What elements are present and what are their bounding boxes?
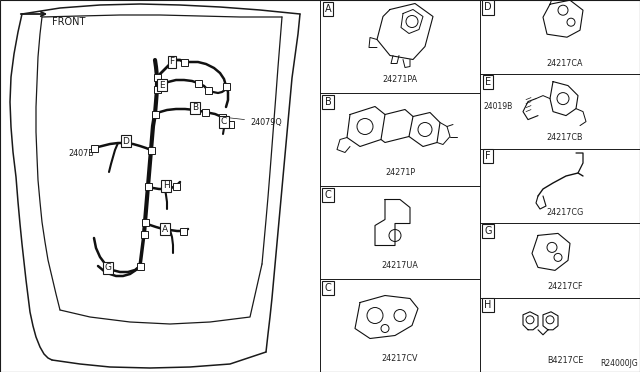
Text: G: G [484,226,492,235]
Bar [180,58,188,65]
Bar [152,110,159,118]
Text: G: G [104,263,111,273]
Text: E: E [159,80,165,90]
Text: 24217CG: 24217CG [547,208,584,217]
Text: FRONT: FRONT [52,17,85,27]
Text: C: C [221,118,227,126]
Bar [154,74,161,80]
Text: H: H [163,182,170,190]
Text: E: E [485,77,491,87]
Bar [154,86,161,93]
Bar [179,228,186,234]
Text: 24217CA: 24217CA [547,59,583,68]
Bar [173,183,179,189]
Text: D: D [484,3,492,12]
Text: B: B [324,97,332,107]
Text: R24000JG: R24000JG [600,359,638,368]
Text: A: A [324,4,332,14]
Bar [136,263,143,269]
Text: F: F [170,58,175,67]
Text: B: B [192,103,198,112]
Text: 24079Q: 24079Q [225,117,282,126]
Text: 24019B: 24019B [484,102,513,111]
Text: H: H [484,300,492,310]
Bar [141,218,148,225]
Bar [227,121,234,128]
Text: 24217CF: 24217CF [547,282,583,291]
Text: 2407B: 2407B [68,150,93,158]
Bar [90,144,97,151]
Text: D: D [123,137,129,145]
Text: 24217UA: 24217UA [381,260,419,270]
Bar [223,83,230,90]
Text: A: A [162,224,168,234]
Bar [218,113,225,121]
Text: C: C [324,190,332,200]
Bar [195,80,202,87]
Bar [205,87,211,93]
Bar [202,109,209,115]
Text: C: C [324,283,332,293]
Bar [147,147,154,154]
Text: 24217CB: 24217CB [547,133,583,142]
Text: F: F [485,151,491,161]
Text: 24217CV: 24217CV [381,353,419,363]
Bar [141,231,147,237]
Text: 24271PA: 24271PA [383,74,417,84]
Text: B4217CE: B4217CE [547,356,583,365]
Bar [145,183,152,189]
Text: 24271P: 24271P [385,167,415,177]
